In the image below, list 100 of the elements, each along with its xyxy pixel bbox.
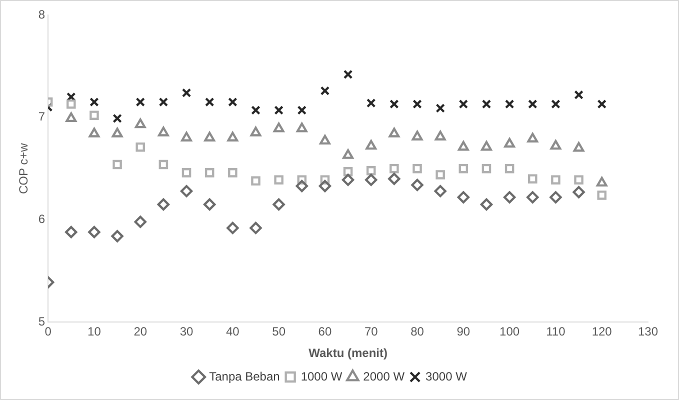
point [297, 175, 307, 184]
point [550, 140, 562, 150]
x-tick-label: 40 [226, 324, 240, 339]
point [597, 190, 606, 200]
point [66, 112, 77, 122]
point [158, 97, 168, 107]
point [112, 128, 123, 138]
point [388, 128, 400, 138]
point [251, 176, 260, 186]
point [366, 98, 376, 108]
x-tick-label: 80 [410, 324, 424, 339]
point [388, 172, 400, 185]
point [182, 168, 192, 178]
x-tick-label: 90 [456, 324, 470, 339]
point [366, 166, 376, 176]
x-tick-label: 70 [364, 324, 378, 339]
point [65, 226, 78, 238]
point [158, 160, 168, 170]
x-tick-label: 50 [272, 324, 286, 339]
point [436, 104, 445, 113]
point [457, 191, 470, 204]
point [90, 97, 99, 107]
point [342, 149, 354, 159]
point [251, 106, 260, 115]
point [226, 222, 239, 234]
point [551, 175, 560, 184]
point [272, 198, 285, 211]
y-tick-label: 6 [38, 212, 46, 226]
point [412, 99, 422, 109]
point [66, 99, 76, 109]
point [504, 138, 515, 148]
point [228, 168, 238, 178]
point [528, 174, 538, 184]
point [504, 99, 514, 109]
legend-label: 2000 W [363, 369, 406, 384]
x-tick-label: 120 [592, 324, 612, 339]
point [296, 122, 308, 132]
point [320, 175, 330, 184]
point [504, 164, 514, 174]
point [136, 142, 146, 152]
point [88, 226, 100, 238]
point [411, 178, 424, 192]
y-axis-title: COP c+w [16, 142, 31, 194]
point [527, 132, 538, 143]
point [390, 99, 399, 109]
point [134, 118, 146, 128]
point [274, 175, 284, 184]
point [390, 164, 399, 174]
point [320, 134, 330, 145]
x-tick-label: 0 [44, 324, 52, 339]
legend-label: 1000 W [300, 369, 343, 384]
point [434, 185, 446, 198]
point [228, 97, 238, 107]
point [573, 142, 584, 152]
point [204, 132, 216, 142]
point [111, 230, 124, 242]
point [227, 132, 238, 142]
point [158, 126, 169, 136]
x-tick-label: 30 [180, 324, 194, 339]
legend-label: Tanpa Beban [209, 369, 280, 384]
point [296, 180, 308, 192]
x-tick-label: 130 [638, 324, 658, 339]
point [482, 99, 492, 109]
y-tick-label: 7 [38, 110, 46, 124]
x-tick-label: 60 [318, 324, 332, 339]
legend-label: 3000 W [426, 369, 468, 384]
point [181, 132, 192, 142]
x-axis-title: Waktu (menit) [308, 346, 388, 360]
point [480, 198, 493, 211]
point [134, 216, 146, 228]
point [250, 126, 262, 136]
point [596, 176, 608, 187]
point [157, 198, 170, 211]
point [318, 180, 332, 192]
point [366, 140, 377, 150]
point [273, 122, 284, 132]
point [250, 222, 262, 234]
point [434, 130, 446, 140]
point [458, 140, 469, 151]
y-tick-label: 5 [38, 314, 46, 329]
point [458, 99, 468, 109]
point [136, 97, 146, 107]
point [274, 106, 284, 115]
point [572, 186, 585, 198]
point [88, 128, 100, 138]
point [526, 191, 539, 204]
point [574, 175, 584, 184]
x-tick-label: 10 [88, 324, 102, 339]
point [412, 164, 422, 174]
point [90, 110, 99, 120]
x-tick-label: 100 [500, 324, 520, 339]
point [342, 174, 354, 186]
point [503, 191, 516, 204]
point [204, 97, 214, 107]
point [528, 99, 538, 109]
point [550, 191, 562, 204]
point [297, 106, 307, 115]
point [180, 185, 193, 198]
point [343, 167, 353, 176]
point [204, 168, 214, 178]
